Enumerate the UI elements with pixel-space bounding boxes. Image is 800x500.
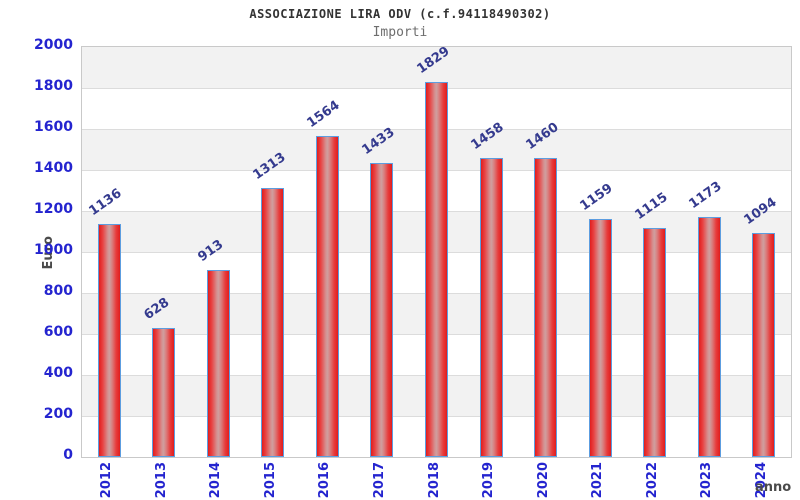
x-tick-label: 2015 bbox=[262, 462, 278, 499]
bar-value-label: 1313 bbox=[250, 149, 289, 183]
bar bbox=[479, 158, 503, 457]
bar-value-label: 1564 bbox=[304, 98, 344, 132]
bar bbox=[752, 232, 776, 457]
bar-value-label: 913 bbox=[195, 236, 227, 265]
y-tick-label: 1400 bbox=[34, 160, 73, 176]
bar-value-label: 1159 bbox=[577, 181, 616, 215]
x-tick-label: 2014 bbox=[208, 462, 224, 499]
x-tick-label: 2021 bbox=[590, 462, 606, 499]
y-tick-label: 400 bbox=[43, 365, 73, 381]
bar bbox=[206, 269, 230, 457]
chart-subtitle: Importi bbox=[372, 25, 428, 40]
x-axis-label: anno bbox=[755, 480, 792, 495]
x-tick-label: 2019 bbox=[481, 462, 497, 499]
bar-value-label: 1433 bbox=[359, 125, 398, 159]
bar-value-label: 1458 bbox=[468, 120, 507, 154]
x-tick-label: 2016 bbox=[317, 462, 333, 499]
y-tick-label: 1200 bbox=[34, 201, 73, 217]
bar-value-label: 1173 bbox=[686, 178, 725, 212]
bar-value-label: 1136 bbox=[86, 186, 125, 220]
bar bbox=[588, 219, 612, 457]
bar bbox=[261, 187, 285, 457]
x-tick-label: 2013 bbox=[153, 462, 169, 499]
bar bbox=[643, 228, 667, 457]
bar bbox=[425, 82, 448, 457]
bar bbox=[152, 328, 176, 457]
x-tick-label: 2023 bbox=[699, 462, 715, 499]
bar bbox=[370, 163, 394, 457]
y-tick-label: 2000 bbox=[34, 37, 73, 53]
x-tick-label: 2020 bbox=[535, 462, 551, 499]
y-tick-label: 1000 bbox=[34, 242, 73, 258]
x-tick-label: 2012 bbox=[99, 462, 115, 499]
plot-area: 1136 628 913 1313 1564 1433 1829 1458 1460 1159 11… bbox=[81, 44, 792, 458]
bar-value-label: 628 bbox=[141, 295, 173, 324]
x-tick-label: 2017 bbox=[371, 462, 387, 499]
y-tick-label: 1800 bbox=[34, 78, 73, 94]
chart-title: ASSOCIAZIONE LIRA ODV (c.f.94118490302) bbox=[249, 7, 551, 21]
y-tick-label: 800 bbox=[43, 283, 73, 299]
bar bbox=[97, 224, 121, 457]
x-tick-label: 2018 bbox=[426, 462, 442, 499]
y-tick-label: 0 bbox=[63, 447, 73, 463]
bar bbox=[697, 216, 721, 457]
y-tick-label: 1600 bbox=[34, 119, 73, 135]
y-tick-label: 200 bbox=[43, 406, 73, 422]
bar-value-label: 1829 bbox=[413, 44, 453, 78]
bar-value-label: 1094 bbox=[741, 194, 780, 228]
y-tick-label: 600 bbox=[43, 324, 73, 340]
bar-value-label: 1115 bbox=[632, 190, 671, 224]
bar bbox=[534, 157, 558, 457]
bar bbox=[315, 136, 339, 457]
x-tick-label: 2022 bbox=[644, 462, 660, 499]
bar-value-label: 1460 bbox=[522, 119, 562, 153]
